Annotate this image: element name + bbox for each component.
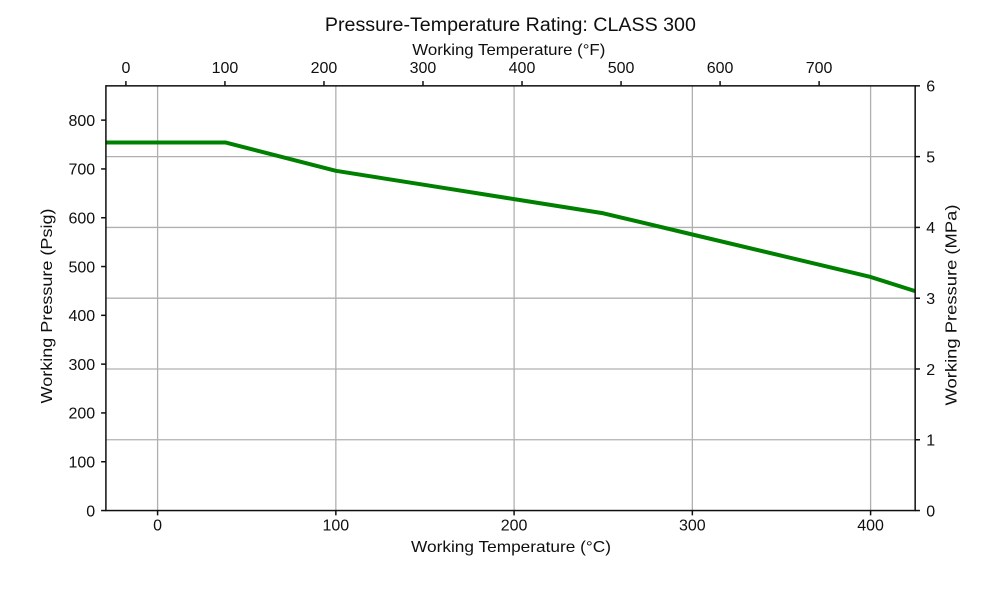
svg-text:700: 700 <box>806 60 833 77</box>
svg-text:300: 300 <box>410 60 437 77</box>
svg-text:1: 1 <box>926 433 935 450</box>
svg-text:0: 0 <box>121 60 130 77</box>
svg-text:Pressure-Temperature Rating: C: Pressure-Temperature Rating: CLASS 300 <box>325 15 696 36</box>
svg-text:500: 500 <box>68 259 95 276</box>
svg-text:0: 0 <box>153 517 162 534</box>
svg-text:100: 100 <box>322 517 349 534</box>
svg-text:700: 700 <box>68 162 95 179</box>
svg-text:600: 600 <box>68 211 95 228</box>
svg-text:Working Temperature (°C): Working Temperature (°C) <box>411 539 611 556</box>
svg-text:200: 200 <box>68 406 95 423</box>
svg-text:Working Pressure (Psig): Working Pressure (Psig) <box>39 209 56 404</box>
svg-text:200: 200 <box>311 60 338 77</box>
svg-text:300: 300 <box>679 517 706 534</box>
svg-text:5: 5 <box>926 149 935 166</box>
svg-text:600: 600 <box>707 60 734 77</box>
svg-text:0: 0 <box>86 503 95 520</box>
svg-text:Working Pressure (MPa): Working Pressure (MPa) <box>943 205 960 406</box>
svg-text:6: 6 <box>926 79 935 96</box>
svg-text:100: 100 <box>212 60 239 77</box>
svg-text:Working Temperature (°F): Working Temperature (°F) <box>412 42 605 59</box>
svg-text:800: 800 <box>68 113 95 130</box>
svg-text:100: 100 <box>68 455 95 472</box>
svg-text:400: 400 <box>68 308 95 325</box>
svg-text:3: 3 <box>926 291 935 308</box>
svg-text:300: 300 <box>68 357 95 374</box>
svg-text:4: 4 <box>926 220 935 237</box>
svg-text:0: 0 <box>926 503 935 520</box>
svg-text:500: 500 <box>608 60 635 77</box>
svg-text:400: 400 <box>857 517 884 534</box>
svg-text:2: 2 <box>926 362 935 379</box>
svg-text:200: 200 <box>501 517 528 534</box>
svg-text:400: 400 <box>509 60 536 77</box>
